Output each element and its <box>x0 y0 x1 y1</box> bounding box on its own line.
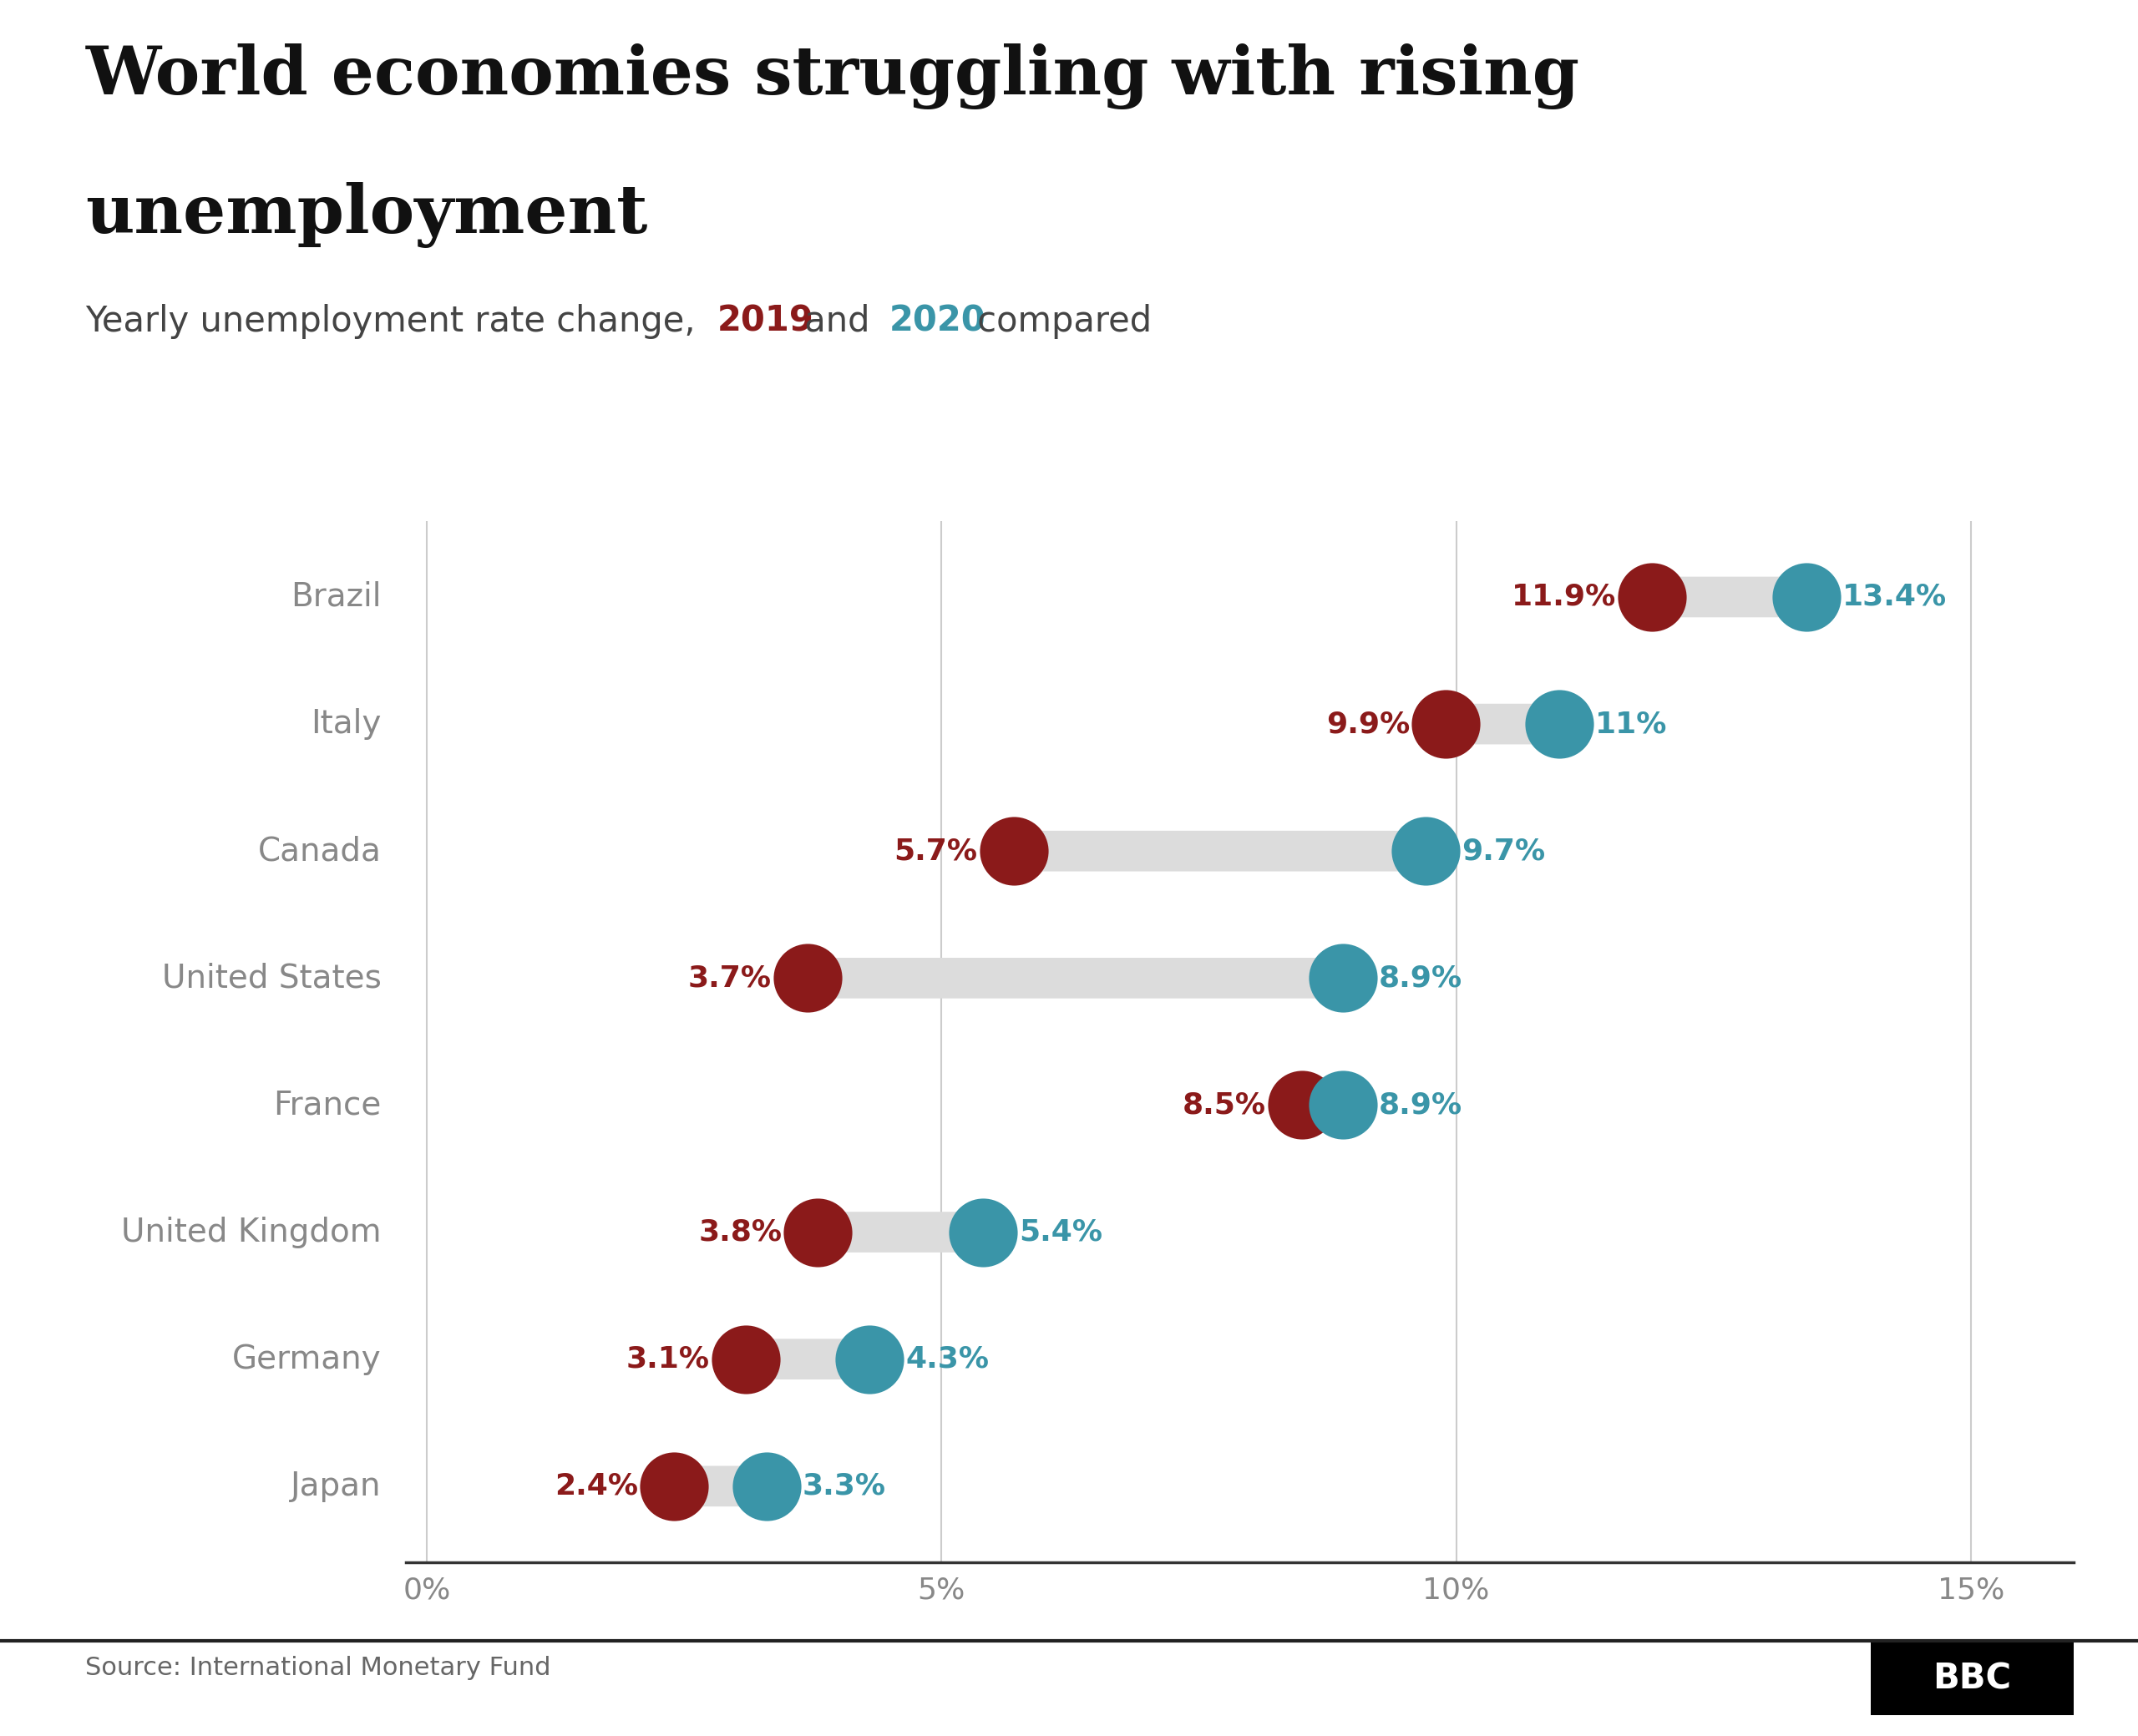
Text: compared: compared <box>966 304 1152 339</box>
Text: unemployment: unemployment <box>86 182 648 248</box>
Text: Brazil: Brazil <box>291 582 381 613</box>
FancyBboxPatch shape <box>808 958 1343 998</box>
Text: 13.4%: 13.4% <box>1843 583 1948 611</box>
Text: 3.1%: 3.1% <box>626 1345 710 1373</box>
Point <box>802 1219 836 1246</box>
Point <box>1790 583 1824 611</box>
Text: 8.9%: 8.9% <box>1379 963 1462 993</box>
Text: World economies struggling with rising: World economies struggling with rising <box>86 43 1580 109</box>
FancyBboxPatch shape <box>819 1212 983 1252</box>
Text: Yearly unemployment rate change,: Yearly unemployment rate change, <box>86 304 708 339</box>
Text: and: and <box>793 304 881 339</box>
FancyBboxPatch shape <box>1653 576 1807 618</box>
Point <box>1541 710 1576 738</box>
Point <box>996 837 1031 865</box>
Text: 3.8%: 3.8% <box>699 1219 783 1246</box>
Text: Canada: Canada <box>259 835 381 866</box>
Point <box>1326 1092 1360 1120</box>
Text: 9.7%: 9.7% <box>1462 837 1546 865</box>
Text: Japan: Japan <box>291 1470 381 1502</box>
Point <box>966 1219 1001 1246</box>
Text: United States: United States <box>162 962 381 995</box>
Text: 5.7%: 5.7% <box>894 837 977 865</box>
Text: 8.5%: 8.5% <box>1182 1090 1266 1120</box>
FancyBboxPatch shape <box>1445 703 1559 745</box>
Point <box>853 1345 887 1373</box>
Point <box>750 1472 785 1500</box>
Text: France: France <box>274 1088 381 1121</box>
Text: 9.9%: 9.9% <box>1326 710 1409 738</box>
Text: United Kingdom: United Kingdom <box>122 1217 381 1248</box>
Text: 11.9%: 11.9% <box>1512 583 1616 611</box>
FancyBboxPatch shape <box>1302 1085 1343 1125</box>
Text: BBC: BBC <box>1933 1661 2012 1696</box>
FancyBboxPatch shape <box>1013 832 1426 871</box>
Text: 5.4%: 5.4% <box>1018 1219 1103 1246</box>
Point <box>791 963 825 991</box>
Text: Italy: Italy <box>310 708 381 740</box>
Text: 2020: 2020 <box>889 304 986 339</box>
Point <box>1428 710 1462 738</box>
Text: 3.3%: 3.3% <box>802 1472 885 1500</box>
Point <box>729 1345 763 1373</box>
Point <box>1409 837 1443 865</box>
Text: Germany: Germany <box>233 1344 381 1375</box>
Point <box>1636 583 1670 611</box>
Text: 3.7%: 3.7% <box>688 963 772 993</box>
Point <box>1326 963 1360 991</box>
Text: 4.3%: 4.3% <box>907 1345 990 1373</box>
Text: 8.9%: 8.9% <box>1379 1090 1462 1120</box>
Text: 2.4%: 2.4% <box>554 1472 637 1500</box>
Point <box>1285 1092 1319 1120</box>
Text: Source: International Monetary Fund: Source: International Monetary Fund <box>86 1656 552 1680</box>
FancyBboxPatch shape <box>673 1465 768 1507</box>
FancyBboxPatch shape <box>746 1338 870 1380</box>
Point <box>656 1472 691 1500</box>
Text: 11%: 11% <box>1595 710 1668 738</box>
Text: 2019: 2019 <box>716 304 815 339</box>
